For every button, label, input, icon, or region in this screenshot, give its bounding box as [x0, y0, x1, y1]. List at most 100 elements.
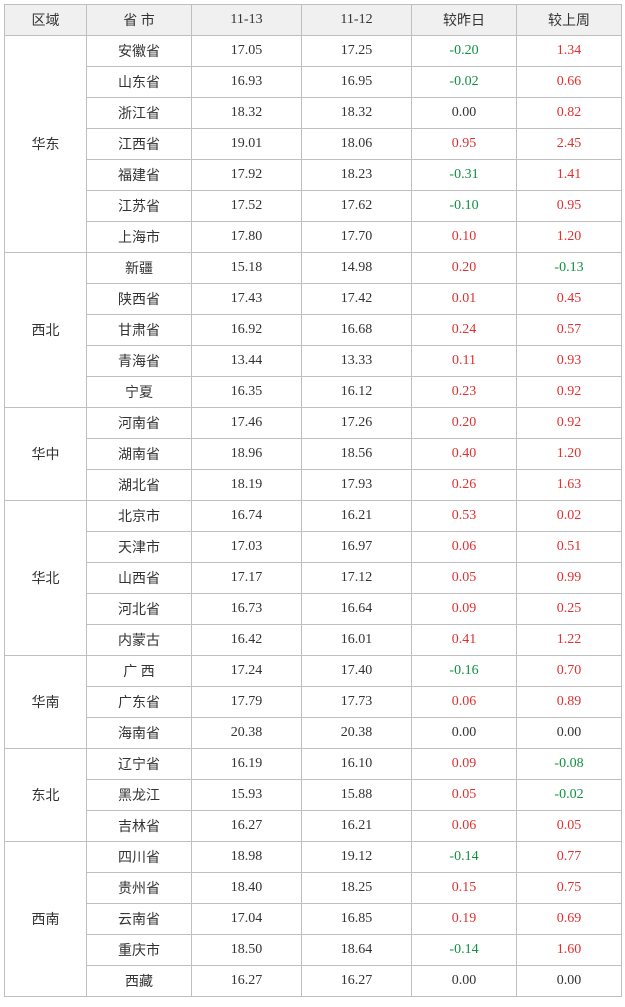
- region-cell: 东北: [5, 749, 87, 842]
- d1-cell: 17.17: [192, 563, 302, 594]
- d1-cell: 16.27: [192, 966, 302, 997]
- region-cell: 华东: [5, 36, 87, 253]
- chg-week-cell: 0.70: [517, 656, 622, 687]
- chg-day-cell: 0.23: [412, 377, 517, 408]
- chg-week-cell: 1.63: [517, 470, 622, 501]
- table-row: 内蒙古16.4216.010.411.22: [5, 625, 622, 656]
- d1-cell: 16.35: [192, 377, 302, 408]
- d2-cell: 17.26: [302, 408, 412, 439]
- table-row: 青海省13.4413.330.110.93: [5, 346, 622, 377]
- d1-cell: 16.27: [192, 811, 302, 842]
- table-row: 湖南省18.9618.560.401.20: [5, 439, 622, 470]
- chg-day-cell: 0.05: [412, 563, 517, 594]
- d1-cell: 17.46: [192, 408, 302, 439]
- d2-cell: 15.88: [302, 780, 412, 811]
- chg-week-cell: 1.20: [517, 222, 622, 253]
- table-row: 华中河南省17.4617.260.200.92: [5, 408, 622, 439]
- d1-cell: 15.93: [192, 780, 302, 811]
- province-cell: 湖北省: [87, 470, 192, 501]
- province-cell: 广 西: [87, 656, 192, 687]
- table-row: 吉林省16.2716.210.060.05: [5, 811, 622, 842]
- region-cell: 华中: [5, 408, 87, 501]
- province-cell: 新疆: [87, 253, 192, 284]
- chg-week-cell: 0.57: [517, 315, 622, 346]
- table-row: 西南四川省18.9819.12-0.140.77: [5, 842, 622, 873]
- province-cell: 四川省: [87, 842, 192, 873]
- chg-week-cell: 0.77: [517, 842, 622, 873]
- province-cell: 上海市: [87, 222, 192, 253]
- chg-day-cell: 0.00: [412, 966, 517, 997]
- d1-cell: 15.18: [192, 253, 302, 284]
- table-row: 广东省17.7917.730.060.89: [5, 687, 622, 718]
- province-cell: 广东省: [87, 687, 192, 718]
- chg-day-cell: 0.41: [412, 625, 517, 656]
- d2-cell: 16.21: [302, 811, 412, 842]
- region-cell: 华北: [5, 501, 87, 656]
- chg-week-cell: 0.00: [517, 966, 622, 997]
- table-row: 上海市17.8017.700.101.20: [5, 222, 622, 253]
- province-cell: 江苏省: [87, 191, 192, 222]
- table-row: 江苏省17.5217.62-0.100.95: [5, 191, 622, 222]
- table-row: 山东省16.9316.95-0.020.66: [5, 67, 622, 98]
- chg-week-cell: 1.34: [517, 36, 622, 67]
- chg-day-cell: 0.19: [412, 904, 517, 935]
- chg-week-cell: 0.75: [517, 873, 622, 904]
- table-row: 浙江省18.3218.320.000.82: [5, 98, 622, 129]
- table-row: 江西省19.0118.060.952.45: [5, 129, 622, 160]
- d2-cell: 17.40: [302, 656, 412, 687]
- col-d2: 11-12: [302, 5, 412, 36]
- d1-cell: 18.96: [192, 439, 302, 470]
- region-cell: 西北: [5, 253, 87, 408]
- d2-cell: 16.97: [302, 532, 412, 563]
- d2-cell: 16.85: [302, 904, 412, 935]
- d2-cell: 13.33: [302, 346, 412, 377]
- province-cell: 海南省: [87, 718, 192, 749]
- d2-cell: 18.23: [302, 160, 412, 191]
- d1-cell: 17.04: [192, 904, 302, 935]
- d2-cell: 14.98: [302, 253, 412, 284]
- d1-cell: 17.79: [192, 687, 302, 718]
- chg-week-cell: 0.92: [517, 408, 622, 439]
- chg-week-cell: -0.02: [517, 780, 622, 811]
- province-cell: 重庆市: [87, 935, 192, 966]
- chg-week-cell: 0.02: [517, 501, 622, 532]
- d2-cell: 18.64: [302, 935, 412, 966]
- province-cell: 宁夏: [87, 377, 192, 408]
- province-cell: 河北省: [87, 594, 192, 625]
- d1-cell: 17.05: [192, 36, 302, 67]
- chg-day-cell: 0.24: [412, 315, 517, 346]
- chg-day-cell: -0.31: [412, 160, 517, 191]
- d2-cell: 18.32: [302, 98, 412, 129]
- d2-cell: 17.62: [302, 191, 412, 222]
- chg-week-cell: 0.95: [517, 191, 622, 222]
- chg-week-cell: 2.45: [517, 129, 622, 160]
- chg-day-cell: 0.09: [412, 594, 517, 625]
- chg-week-cell: 1.41: [517, 160, 622, 191]
- d2-cell: 18.25: [302, 873, 412, 904]
- chg-day-cell: 0.20: [412, 408, 517, 439]
- chg-week-cell: 0.82: [517, 98, 622, 129]
- chg-day-cell: 0.95: [412, 129, 517, 160]
- province-cell: 湖南省: [87, 439, 192, 470]
- d2-cell: 16.01: [302, 625, 412, 656]
- province-cell: 天津市: [87, 532, 192, 563]
- chg-day-cell: 0.01: [412, 284, 517, 315]
- d2-cell: 18.06: [302, 129, 412, 160]
- chg-week-cell: -0.13: [517, 253, 622, 284]
- d1-cell: 16.19: [192, 749, 302, 780]
- d2-cell: 16.27: [302, 966, 412, 997]
- province-cell: 陕西省: [87, 284, 192, 315]
- table-row: 湖北省18.1917.930.261.63: [5, 470, 622, 501]
- table-row: 山西省17.1717.120.050.99: [5, 563, 622, 594]
- chg-day-cell: 0.11: [412, 346, 517, 377]
- col-province: 省 市: [87, 5, 192, 36]
- d1-cell: 16.92: [192, 315, 302, 346]
- province-cell: 西藏: [87, 966, 192, 997]
- table-row: 华东安徽省17.0517.25-0.201.34: [5, 36, 622, 67]
- province-cell: 吉林省: [87, 811, 192, 842]
- d1-cell: 18.98: [192, 842, 302, 873]
- d2-cell: 16.10: [302, 749, 412, 780]
- d1-cell: 13.44: [192, 346, 302, 377]
- region-cell: 西南: [5, 842, 87, 997]
- table-row: 重庆市18.5018.64-0.141.60: [5, 935, 622, 966]
